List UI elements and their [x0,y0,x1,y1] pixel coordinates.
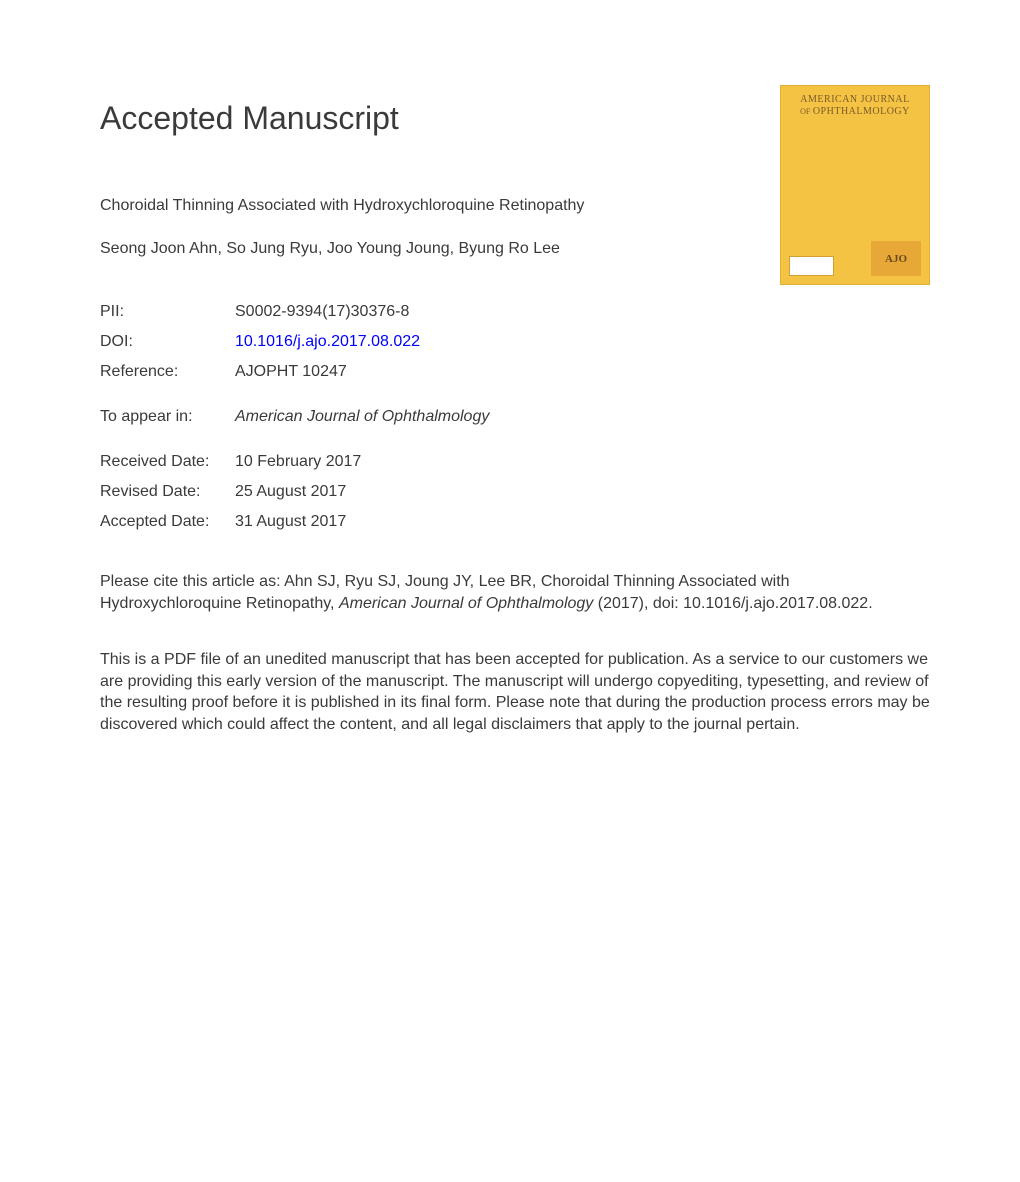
cover-footer: AJO [781,236,929,284]
citation-journal: American Journal of Ophthalmology [339,595,593,612]
meta-label-pii: PII: [100,303,235,321]
meta-row-received: Received Date: 10 February 2017 [100,453,930,471]
cover-journal-line2-row: OF OPHTHALMOLOGY [786,106,924,118]
citation-text: Please cite this article as: Ahn SJ, Ryu… [100,571,930,614]
meta-value-received: 10 February 2017 [235,453,361,471]
citation-suffix: (2017), doi: 10.1016/j.ajo.2017.08.022. [593,595,872,612]
meta-label-appear-in: To appear in: [100,408,235,426]
meta-row-doi: DOI: 10.1016/j.ajo.2017.08.022 [100,333,930,351]
meta-value-revised: 25 August 2017 [235,483,346,501]
meta-label-accepted: Accepted Date: [100,513,235,531]
metadata-table: PII: S0002-9394(17)30376-8 DOI: 10.1016/… [100,303,930,531]
meta-value-pii: S0002-9394(17)30376-8 [235,303,409,321]
meta-row-appear-in: To appear in: American Journal of Ophtha… [100,408,930,426]
meta-label-revised: Revised Date: [100,483,235,501]
meta-label-doi: DOI: [100,333,235,351]
cover-middle [781,126,929,236]
meta-gap-2 [100,438,930,453]
disclaimer-text: This is a PDF file of an unedited manusc… [100,649,930,735]
cover-journal-line1: AMERICAN JOURNAL [786,94,924,106]
meta-value-accepted: 31 August 2017 [235,513,346,531]
cover-header: AMERICAN JOURNAL OF OPHTHALMOLOGY [781,86,929,126]
meta-label-reference: Reference: [100,363,235,381]
page-container: Accepted Manuscript AMERICAN JOURNAL OF … [100,100,930,736]
meta-value-reference: AJOPHT 10247 [235,363,347,381]
cover-of: OF [800,107,810,116]
cover-white-box [789,256,834,276]
meta-row-revised: Revised Date: 25 August 2017 [100,483,930,501]
meta-value-doi[interactable]: 10.1016/j.ajo.2017.08.022 [235,333,420,351]
meta-row-accepted: Accepted Date: 31 August 2017 [100,513,930,531]
meta-gap [100,393,930,408]
cover-ajo-box: AJO [871,241,921,276]
cover-ajo-text: AJO [885,253,907,265]
meta-label-received: Received Date: [100,453,235,471]
journal-cover-thumbnail: AMERICAN JOURNAL OF OPHTHALMOLOGY AJO [780,85,930,285]
cover-journal-line2: OPHTHALMOLOGY [813,106,910,117]
meta-row-reference: Reference: AJOPHT 10247 [100,363,930,381]
meta-value-appear-in: American Journal of Ophthalmology [235,408,489,426]
meta-row-pii: PII: S0002-9394(17)30376-8 [100,303,930,321]
